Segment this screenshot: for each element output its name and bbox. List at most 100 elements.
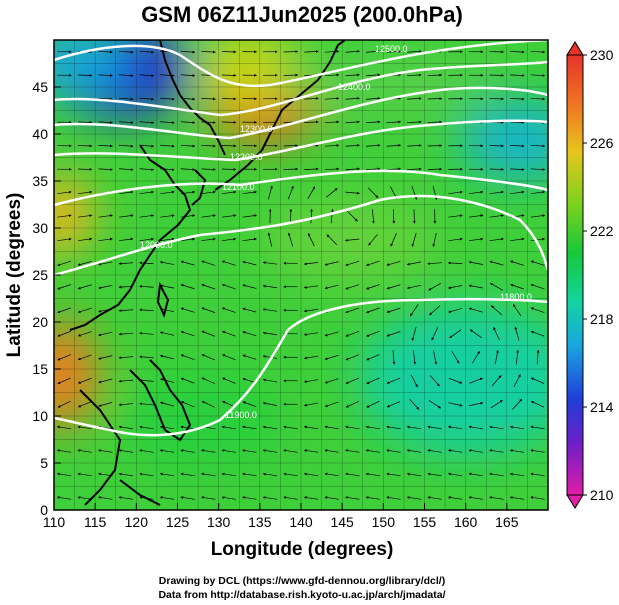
wind-arrow	[303, 402, 319, 407]
wind-arrow	[303, 285, 319, 289]
wind-arrow	[77, 377, 92, 384]
wind-arrow	[77, 449, 92, 453]
wind-arrow	[365, 496, 381, 500]
wind-arrow	[372, 209, 375, 224]
wind-arrow	[287, 185, 294, 200]
wind-arrow	[242, 354, 257, 360]
wind-arrow	[448, 307, 463, 313]
wind-arrow	[221, 425, 236, 430]
wind-arrow	[267, 232, 273, 247]
wind-arrow	[201, 377, 215, 384]
wind-arrow	[57, 307, 71, 314]
wind-arrow	[345, 425, 360, 430]
wind-arrow	[77, 472, 92, 477]
wind-arrow	[409, 398, 420, 410]
wind-arrow	[324, 261, 339, 266]
wind-arrow	[118, 403, 134, 407]
contour-12000	[54, 194, 548, 277]
wind-arrow	[180, 214, 196, 218]
wind-arrow	[242, 190, 257, 195]
wind-arrow	[530, 50, 546, 54]
wind-arrow	[139, 144, 155, 148]
wind-arrow	[366, 97, 381, 100]
wind-arrow	[530, 472, 545, 477]
wind-arrow	[409, 304, 419, 317]
y-tick-label: 35	[32, 173, 48, 189]
wind-arrow	[493, 326, 500, 341]
wind-arrow	[365, 260, 380, 267]
contour-label-12100: 12100.0	[222, 182, 255, 192]
wind-arrow	[180, 237, 196, 242]
wind-arrow	[159, 261, 175, 265]
wind-arrow	[283, 425, 298, 430]
wind-arrow	[139, 285, 154, 288]
wind-arrow	[304, 50, 319, 53]
wind-arrow	[406, 261, 422, 266]
colorbar-label: 210	[590, 487, 614, 503]
wind-arrow	[510, 283, 524, 290]
wind-arrow	[139, 97, 155, 101]
wind-arrow	[407, 50, 422, 53]
wind-arrow	[530, 237, 546, 242]
wind-arrow	[221, 283, 236, 290]
wind-arrow	[324, 97, 340, 100]
wind-arrow	[118, 262, 134, 265]
wind-arrow	[530, 449, 545, 453]
wind-arrow	[448, 214, 463, 218]
wind-arrow	[221, 330, 236, 337]
wind-arrow	[411, 232, 417, 247]
colorbar-label: 214	[590, 399, 614, 415]
wind-arrow	[447, 261, 463, 265]
wind-arrow	[366, 377, 380, 384]
wind-arrow	[410, 374, 418, 388]
coast-hokkaido	[329, 40, 346, 63]
wind-arrow	[366, 400, 380, 408]
wind-arrow	[77, 496, 92, 500]
wind-arrow	[118, 496, 134, 500]
wind-arrow	[345, 120, 360, 124]
x-tick-label: 165	[495, 514, 519, 530]
wind-arrow	[98, 285, 113, 290]
wind-arrow	[139, 168, 155, 171]
wind-arrow	[489, 190, 504, 195]
colorbar-label: 226	[590, 135, 614, 151]
wind-arrow	[267, 185, 273, 200]
wind-arrow	[490, 305, 503, 316]
wind-arrow	[180, 472, 195, 477]
wind-arrow	[345, 50, 360, 53]
wind-arrow	[201, 307, 216, 313]
contour-label-11800: 11800.0	[500, 292, 532, 302]
wind-arrow	[386, 120, 402, 124]
wind-arrow	[180, 307, 195, 313]
wind-arrow	[139, 308, 154, 312]
wind-arrow	[366, 330, 380, 337]
wind-arrow	[242, 214, 257, 218]
wind-arrow	[433, 350, 438, 365]
coast-japan	[214, 61, 331, 191]
wind-arrow	[303, 472, 319, 477]
wind-arrow	[390, 233, 397, 247]
wind-arrow	[139, 121, 155, 124]
wind-arrow	[345, 73, 360, 77]
contour-12300	[54, 86, 548, 140]
wind-arrow	[139, 402, 154, 406]
wind-arrow	[283, 449, 298, 453]
wind-arrow	[490, 400, 503, 409]
wind-arrow	[98, 261, 113, 266]
wind-arrow	[139, 74, 155, 77]
wind-arrow	[530, 307, 545, 313]
contour-label-12300: 12300.0	[240, 124, 273, 134]
contour-11900-west	[54, 329, 290, 437]
wind-arrow	[366, 167, 381, 171]
wind-arrow	[139, 331, 154, 335]
wind-arrow	[406, 496, 422, 500]
x-tick-label: 160	[454, 514, 478, 530]
wind-arrow	[427, 73, 443, 77]
wind-arrow	[57, 214, 72, 218]
contour-11900-east	[287, 297, 548, 331]
wind-arrow	[365, 284, 380, 290]
wind-arrow	[139, 425, 154, 430]
coast-vietnam	[79, 389, 122, 506]
wind-arrow	[242, 449, 257, 453]
wind-arrow	[139, 214, 155, 218]
